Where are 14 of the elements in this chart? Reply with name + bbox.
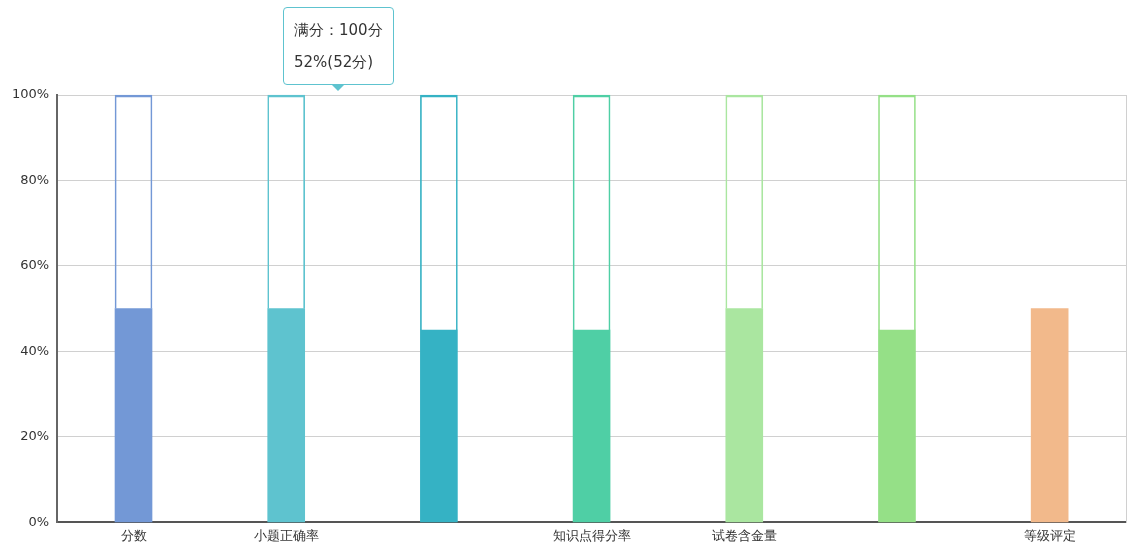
x-tick-label: 等级评定 [1023, 527, 1076, 543]
x-tick-label: 小题正确率 [253, 527, 319, 543]
y-tick-label: 80% [20, 171, 50, 187]
x-tick-label: 试卷含金量 [711, 527, 777, 543]
y-tick-label: 60% [20, 257, 50, 273]
y-tick-label: 40% [20, 342, 50, 358]
x-tick-label: 分数 [120, 527, 147, 543]
bar [1030, 308, 1069, 523]
x-tick-label: 知识点得分率 [552, 527, 631, 543]
y-tick-label: 20% [20, 428, 50, 444]
y-tick-label: 0% [28, 513, 50, 529]
y-tick-label: 100% [11, 86, 50, 102]
text: 满分：100分 [294, 20, 383, 41]
text: 52%(52分) [294, 52, 375, 73]
